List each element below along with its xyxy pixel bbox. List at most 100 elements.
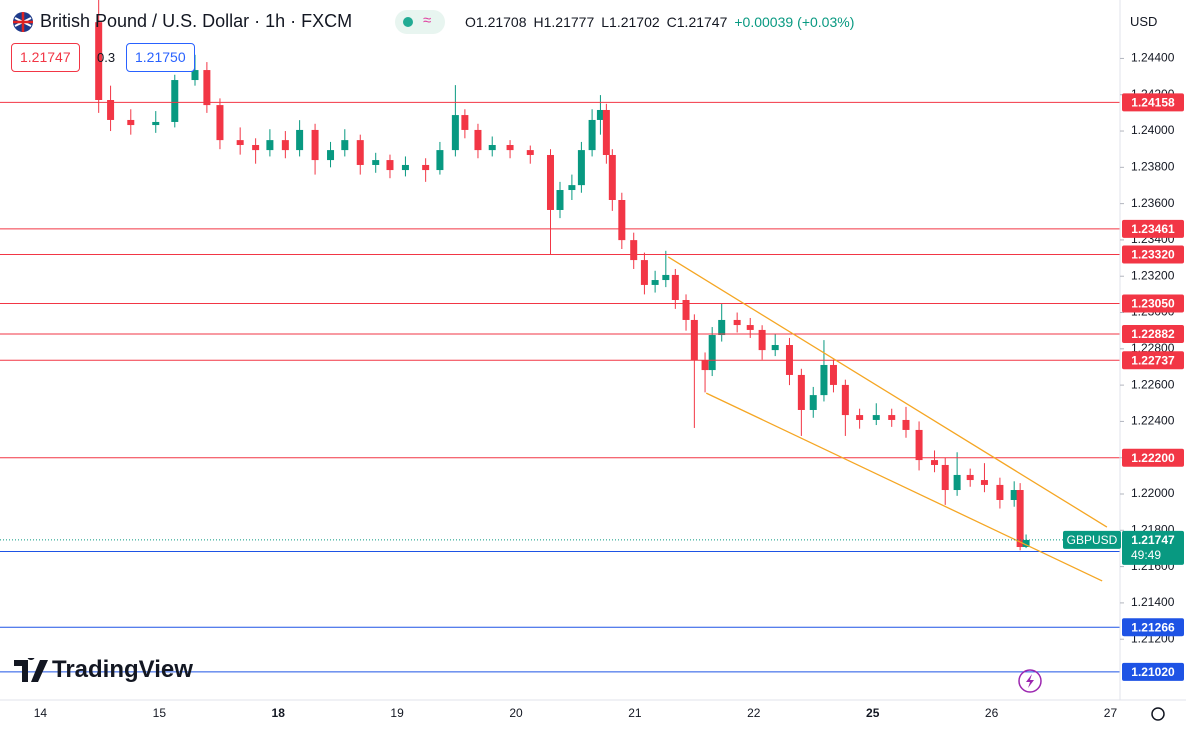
- candle-body: [191, 70, 199, 81]
- x-tick-label: 25: [866, 706, 880, 720]
- level-label: 1.23461: [1131, 222, 1175, 236]
- candle-body: [931, 460, 939, 465]
- candle-body: [327, 150, 335, 161]
- level-label: 1.23050: [1131, 297, 1175, 311]
- y-tick-label: 1.22600: [1131, 377, 1175, 391]
- candle-body: [733, 319, 741, 326]
- symbol-tag-bg: [1063, 530, 1121, 549]
- brand-icon: [14, 658, 48, 682]
- symbol-tag: GBPUSD: [1067, 533, 1118, 547]
- trend-line: [705, 392, 1103, 582]
- candle-body: [671, 274, 679, 300]
- candle-body: [602, 109, 610, 155]
- candle-body: [966, 474, 974, 481]
- candle-body: [915, 429, 923, 461]
- candle-body: [701, 360, 709, 371]
- level-label: 1.21020: [1131, 665, 1175, 679]
- x-tick-label: 15: [153, 706, 167, 720]
- candle-body: [608, 154, 616, 200]
- candle-body: [872, 415, 880, 420]
- level-label-bg: [1122, 245, 1184, 264]
- candle-body: [356, 140, 364, 165]
- price-axis: [1120, 0, 1186, 700]
- last-price-label: 1.21747: [1131, 533, 1175, 547]
- candle-body: [107, 100, 115, 120]
- candle-body: [820, 364, 828, 396]
- candle-body: [252, 145, 260, 151]
- candle-body: [577, 150, 585, 186]
- x-tick-label: 27: [1104, 706, 1118, 720]
- candle-body: [436, 150, 444, 171]
- countdown: 49:49: [1131, 548, 1161, 562]
- settings-icon: [1151, 707, 1165, 721]
- candle-body: [474, 129, 482, 151]
- candle-body: [526, 150, 534, 155]
- level-label: 1.22882: [1131, 327, 1175, 341]
- alert-icon: [1018, 669, 1042, 693]
- candle-body: [630, 240, 638, 261]
- x-tick-label: 26: [985, 706, 999, 720]
- candle-body: [588, 119, 596, 151]
- candle-body: [953, 474, 961, 491]
- candle-body: [236, 140, 244, 146]
- level-label: 1.21266: [1131, 620, 1175, 634]
- alert-bolt: [1026, 674, 1034, 688]
- candle-body: [372, 160, 380, 165]
- candle-body: [152, 121, 160, 126]
- candle-body: [171, 80, 179, 122]
- level-label: 1.22200: [1131, 451, 1175, 465]
- level-label-bg: [1122, 93, 1184, 112]
- candle-body: [771, 345, 779, 351]
- candle-body: [690, 319, 698, 361]
- candle-body: [568, 185, 576, 191]
- candle-body: [203, 70, 211, 106]
- candle-body: [618, 200, 626, 241]
- candle-body: [311, 129, 319, 161]
- time-axis: [0, 700, 1186, 732]
- level-label-bg: [1122, 618, 1184, 637]
- candle-body: [281, 140, 289, 151]
- candle-body: [797, 374, 805, 410]
- candle-body: [980, 480, 988, 485]
- candle-body: [856, 415, 864, 420]
- y-tick-label: 1.23600: [1131, 196, 1175, 210]
- y-tick-label: 1.24000: [1131, 123, 1175, 137]
- x-tick-label: 19: [390, 706, 404, 720]
- candle-body: [662, 274, 670, 281]
- candle-body: [758, 329, 766, 351]
- level-label: 1.24158: [1131, 96, 1175, 110]
- candle-body: [1010, 490, 1018, 500]
- candle-body: [596, 109, 604, 120]
- level-label-bg: [1122, 448, 1184, 467]
- candle-body: [451, 115, 459, 151]
- candle-body: [296, 129, 304, 151]
- candle-body: [127, 119, 135, 126]
- candle-body: [546, 154, 554, 210]
- brand-name: TradingView: [52, 656, 193, 683]
- candle-body: [902, 419, 910, 430]
- candle-body: [461, 115, 469, 130]
- y-tick-label: 1.24400: [1131, 51, 1175, 65]
- y-tick-label: 1.22400: [1131, 414, 1175, 428]
- y-tick-label: 1.22000: [1131, 486, 1175, 500]
- candle-body: [266, 140, 274, 151]
- level-label-bg: [1122, 219, 1184, 238]
- candle-body: [809, 395, 817, 410]
- candle-body: [708, 335, 716, 371]
- candle-body: [386, 160, 394, 171]
- level-label-bg: [1122, 662, 1184, 681]
- candle-body: [682, 300, 690, 320]
- x-tick-label: 18: [272, 706, 286, 720]
- level-label: 1.23320: [1131, 248, 1175, 262]
- candle-body: [888, 415, 896, 420]
- y-tick-label: 1.23200: [1131, 268, 1175, 282]
- candle-body: [841, 384, 849, 416]
- candle-body: [506, 145, 514, 151]
- x-tick-label: 14: [34, 706, 48, 720]
- candle-body: [488, 145, 496, 151]
- level-label-bg: [1122, 294, 1184, 313]
- candle-body: [1016, 490, 1024, 548]
- candle-body: [651, 280, 659, 285]
